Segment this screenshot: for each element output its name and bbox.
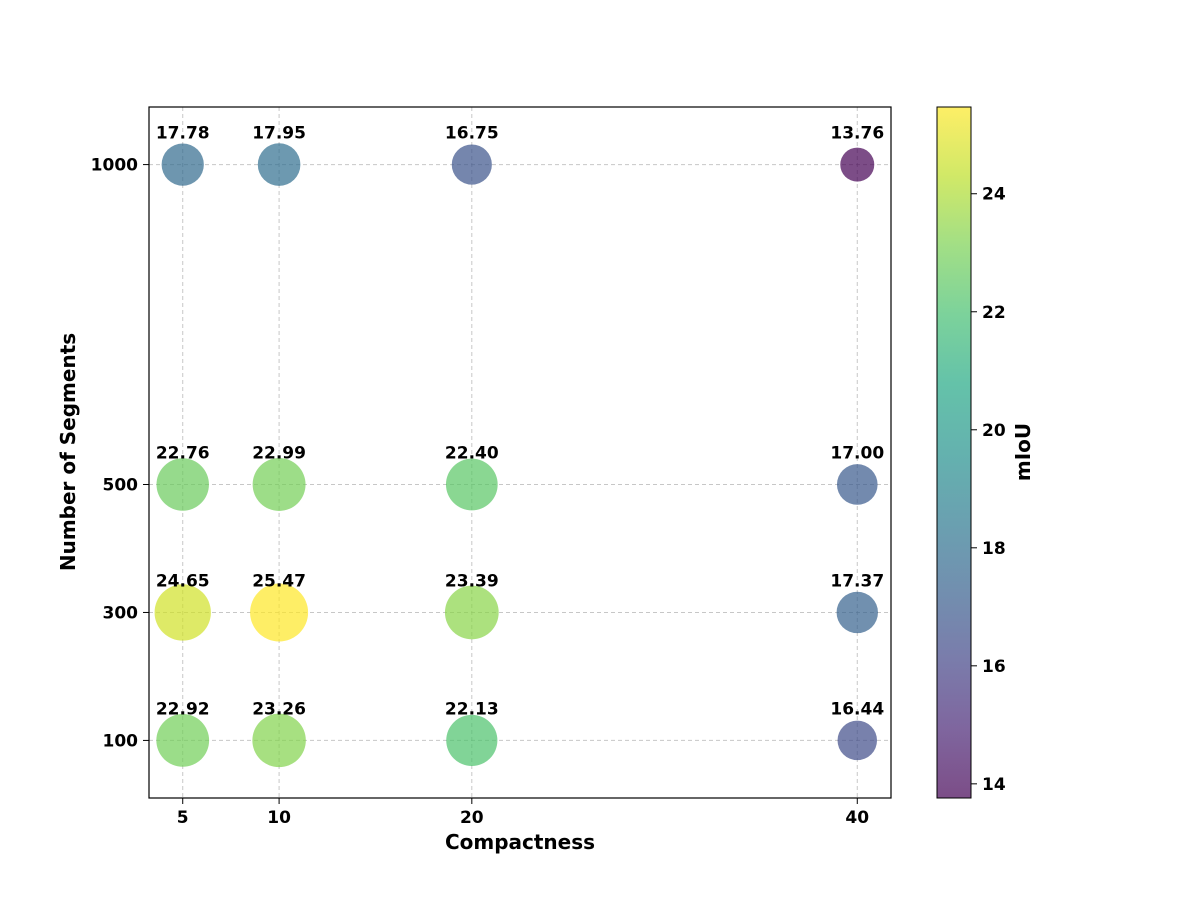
colorbar-tick-label: 22 [982, 303, 1006, 323]
data-point [250, 583, 309, 642]
data-point [444, 585, 499, 640]
y-tick-label: 100 [103, 731, 139, 751]
data-label: 16.44 [830, 699, 884, 719]
data-point [161, 143, 204, 186]
colorbar-frame [936, 106, 972, 799]
y-tick-label: 1000 [91, 156, 138, 176]
y-tick-label: 500 [103, 475, 139, 495]
data-label: 25.47 [252, 571, 306, 591]
data-point [836, 464, 878, 505]
data-label: 23.39 [445, 571, 499, 591]
colorbar-tick-label: 18 [982, 539, 1006, 559]
data-label: 17.00 [830, 443, 884, 463]
x-tick-label: 20 [460, 808, 484, 828]
data-point [154, 584, 211, 641]
data-label: 24.65 [156, 571, 210, 591]
data-point [451, 144, 492, 185]
colorbar-gradient [937, 107, 971, 798]
data-point [156, 458, 209, 511]
colorbar-tick-label: 24 [982, 185, 1006, 205]
data-point [252, 458, 306, 511]
x-tick-label: 5 [177, 808, 189, 828]
y-axis-label: Number of Segments [56, 333, 80, 571]
data-label: 23.26 [252, 699, 306, 719]
data-labels: 17.78 17.95 16.75 13.76 22.76 22.99 22.40 17.00… [156, 124, 884, 720]
data-label: 22.99 [252, 443, 306, 463]
colorbar-tick-label: 14 [982, 775, 1006, 795]
x-tick-label: 40 [845, 808, 869, 828]
x-axis-ticks: 5 10 20 40 [177, 798, 869, 828]
data-point [445, 458, 498, 511]
colorbar-label: mIoU [1011, 423, 1035, 481]
colorbar: 14 16 18 20 22 24 mIoU [936, 106, 1035, 799]
data-point [156, 714, 210, 767]
data-label: 22.76 [156, 443, 210, 463]
y-tick-label: 300 [103, 603, 139, 623]
plot-frame [148, 106, 892, 799]
colorbar-ticks: 14 16 18 20 22 24 [971, 185, 1006, 795]
data-point [252, 713, 306, 768]
data-label: 13.76 [830, 124, 884, 144]
data-label: 22.92 [156, 699, 210, 719]
data-label: 16.75 [445, 124, 499, 144]
data-point [836, 591, 878, 634]
x-tick-label: 10 [267, 808, 291, 828]
data-point [257, 143, 301, 186]
colorbar-tick-label: 20 [982, 421, 1006, 441]
y-axis-ticks: 100 300 500 1000 [91, 156, 149, 751]
data-label: 17.95 [252, 124, 306, 144]
data-points [154, 143, 878, 768]
data-label: 22.40 [445, 443, 499, 463]
x-axis-label: Compactness [445, 830, 595, 854]
data-point [446, 714, 498, 766]
data-point [840, 147, 875, 182]
data-label: 17.37 [830, 571, 884, 591]
data-point [837, 720, 878, 761]
data-label: 17.78 [156, 124, 210, 144]
colorbar-tick-label: 16 [982, 657, 1006, 677]
grid-lines [149, 107, 891, 798]
data-label: 22.13 [445, 699, 499, 719]
